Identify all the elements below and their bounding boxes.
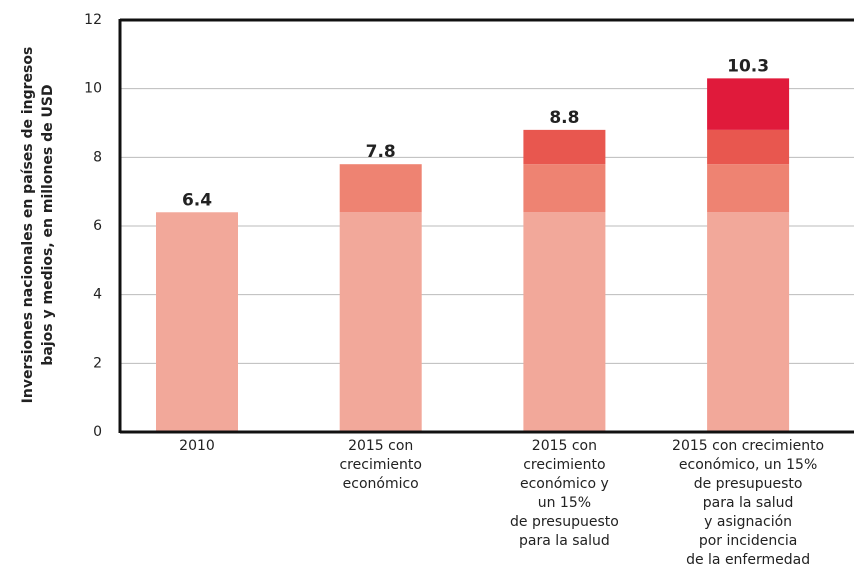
bar-segment <box>156 212 238 432</box>
total-label: 7.8 <box>366 142 396 162</box>
x-tick-label: 2015 con <box>348 438 413 454</box>
bar-segment <box>707 164 790 213</box>
y-tick-label: 12 <box>84 12 102 28</box>
bar-segment <box>707 129 790 165</box>
x-tick-label: un 15% <box>538 495 591 511</box>
y-tick-label: 4 <box>93 287 102 303</box>
bar-segment <box>339 212 422 432</box>
x-tick-label: de la enfermedad <box>686 552 810 568</box>
x-tick-label: económico <box>343 476 419 492</box>
x-tick-label: crecimiento <box>523 457 605 473</box>
x-tick-label: de presupuesto <box>694 476 803 492</box>
bar-segment <box>523 129 606 165</box>
bar-segment <box>707 78 790 130</box>
x-tick-label: 2015 con crecimiento <box>672 438 824 454</box>
total-label: 10.3 <box>727 56 769 76</box>
x-tick-label: de presupuesto <box>510 514 619 530</box>
y-tick-label: 2 <box>93 355 102 371</box>
x-tick-label: 2015 con <box>532 438 597 454</box>
y-tick-label: 6 <box>93 218 102 234</box>
y-axis-title-line: Inversiones nacionales en países de ingr… <box>20 47 36 404</box>
y-tick-label: 8 <box>93 149 102 165</box>
bar-segment <box>523 164 606 213</box>
x-tick-label: 2010 <box>179 438 215 454</box>
y-tick-label: 0 <box>93 424 102 440</box>
x-tick-label: para la salud <box>519 533 610 549</box>
y-tick-label: 10 <box>84 81 102 97</box>
x-tick-label: económico, un 15% <box>679 457 817 473</box>
total-label: 6.4 <box>182 190 212 210</box>
x-tick-label: por incidencia <box>699 533 798 549</box>
total-label: 8.8 <box>549 108 579 128</box>
y-axis-title: Inversiones nacionales en países de ingr… <box>20 47 56 404</box>
x-tick-label: crecimiento <box>339 457 421 473</box>
y-axis-title-line: bajos y medios, en millones de USD <box>40 84 56 365</box>
x-tick-label: para la salud <box>703 495 794 511</box>
bar-segment <box>707 212 790 432</box>
bar-segment <box>523 212 606 432</box>
x-tick-label: económico y <box>520 476 609 492</box>
bar-segment <box>339 164 422 213</box>
x-tick-label: y asignación <box>704 514 792 530</box>
